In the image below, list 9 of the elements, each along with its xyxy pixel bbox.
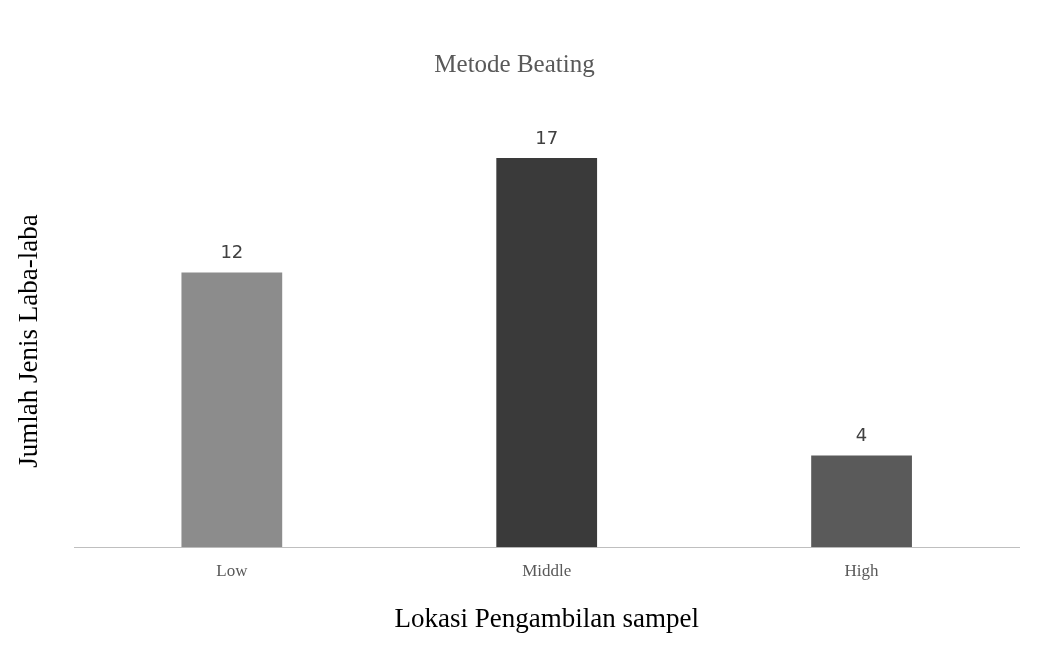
x-axis-title: Lokasi Pengambilan sampel: [394, 602, 699, 633]
data-label: 12: [220, 241, 244, 263]
x-tick-label: Low: [216, 560, 249, 580]
y-axis-title: Jumlah Jenis Laba-laba: [13, 214, 44, 468]
x-tick-label: High: [844, 560, 880, 580]
data-label: 4: [855, 424, 868, 446]
x-tick-label: Middle: [522, 560, 572, 580]
data-label: 17: [535, 126, 559, 148]
chart-title: Metode Beating: [434, 49, 596, 77]
